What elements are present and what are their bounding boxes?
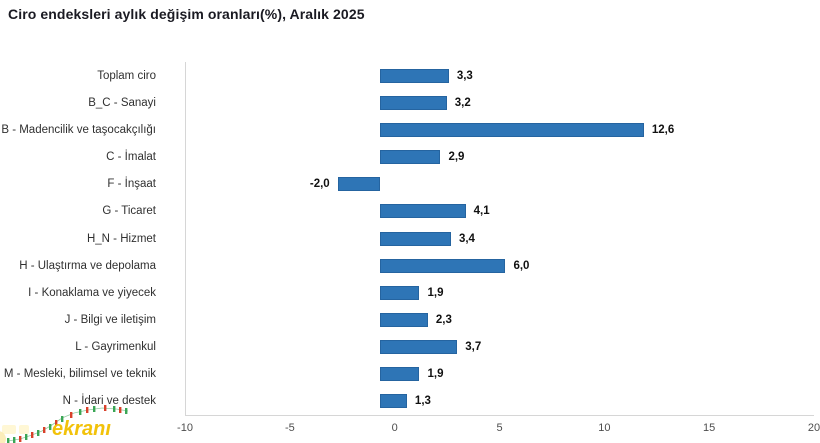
value-label: 1,3 <box>414 395 431 408</box>
chart-row: G - Ticaret 4,1 <box>0 198 814 225</box>
category-label: L - Gayrimenkul <box>75 341 156 354</box>
category-label: N - İdari ve destek <box>62 395 156 408</box>
value-label: 3,4 <box>458 232 475 245</box>
value-label: 1,9 <box>427 368 444 381</box>
bar-track: 6,0 <box>170 252 814 279</box>
plot-area: Toplam ciro 3,3 B_C - Sanayi 3,2 B - Madenci… <box>0 62 814 415</box>
logo-text: ekranı <box>52 418 111 440</box>
bar <box>379 68 449 83</box>
category-label: M - Mesleki, bilimsel ve teknik <box>3 368 156 381</box>
chart-row: I - Konaklama ve yiyecek 1,9 <box>0 279 814 306</box>
candles-up-icon <box>7 406 128 443</box>
bar-track: 3,3 <box>170 62 814 89</box>
value-label: 12,6 <box>651 123 675 136</box>
category-label: B_C - Sanayi <box>88 96 156 109</box>
value-label: 2,9 <box>448 151 465 164</box>
x-axis-tick-label: 0 <box>391 422 398 434</box>
value-label: 4,1 <box>473 205 490 218</box>
value-label: 3,3 <box>456 69 473 82</box>
site-logo: ekranı <box>0 403 152 443</box>
bar-track: 1,9 <box>170 361 814 388</box>
category-label: J - Bilgi ve iletişim <box>64 313 156 326</box>
value-label: 2,3 <box>435 313 452 326</box>
category-label: C - İmalat <box>106 151 156 164</box>
bar <box>379 285 420 300</box>
chart-row: L - Gayrimenkul 3,7 <box>0 334 814 361</box>
value-label: 1,9 <box>427 286 444 299</box>
category-label: Toplam ciro <box>97 69 156 82</box>
value-label: 3,2 <box>454 96 471 109</box>
x-axis-tick-label: -5 <box>284 422 295 434</box>
value-label: 3,7 <box>465 341 482 354</box>
chart-row: M - Mesleki, bilimsel ve teknik 1,9 <box>0 361 814 388</box>
chart-row: H - Ulaştırma ve depolama 6,0 <box>0 252 814 279</box>
bar-track: 2,3 <box>170 306 814 333</box>
bar-track: 2,9 <box>170 143 814 170</box>
bar <box>337 177 380 192</box>
bar-track: -2,0 <box>170 171 814 198</box>
value-label: 6,0 <box>513 259 530 272</box>
x-axis-tick-label: 20 <box>807 422 820 434</box>
bar-track: 3,2 <box>170 89 814 116</box>
bar-track: 4,1 <box>170 198 814 225</box>
x-axis-line <box>185 415 814 416</box>
x-axis-tick-label: 5 <box>496 422 503 434</box>
category-label: H_N - Hizmet <box>86 232 156 245</box>
bar <box>379 231 451 246</box>
chart-row: Toplam ciro 3,3 <box>0 62 814 89</box>
bar <box>379 150 441 165</box>
candlestick-logo-icon: ekranı <box>0 405 129 443</box>
category-label: H - Ulaştırma ve depolama <box>19 259 156 272</box>
chart-row: B_C - Sanayi 3,2 <box>0 89 814 116</box>
bar <box>379 394 407 409</box>
bar <box>379 258 506 273</box>
chart-row: B - Madencilik ve taşocakçılığı 12,6 <box>0 116 814 143</box>
category-label: F - İnşaat <box>107 178 156 191</box>
bar <box>379 312 428 327</box>
bar-track: 12,6 <box>170 116 814 143</box>
bar <box>379 95 447 110</box>
x-axis-tick-label: 15 <box>703 422 716 434</box>
bar <box>379 122 644 137</box>
x-axis-tick-label: 10 <box>598 422 611 434</box>
chart-title: Ciro endeksleri aylık değişim oranları(%… <box>8 6 365 22</box>
category-label: B - Madencilik ve taşocakçılığı <box>1 123 156 136</box>
bar-track: 3,7 <box>170 334 814 361</box>
category-label: G - Ticaret <box>102 205 156 218</box>
bar-track: 3,4 <box>170 225 814 252</box>
bar <box>379 367 420 382</box>
bar <box>379 204 466 219</box>
plot-left-border <box>185 62 186 415</box>
category-label: I - Konaklama ve yiyecek <box>28 286 156 299</box>
x-axis: -10 -5 0 5 10 15 20 <box>177 422 820 440</box>
chart-row: F - İnşaat -2,0 <box>0 171 814 198</box>
x-axis-tick-label: -10 <box>177 422 193 434</box>
chart-row: H_N - Hizmet 3,4 <box>0 225 814 252</box>
candles-down-icon <box>19 405 122 442</box>
bar <box>379 340 458 355</box>
bar-track: 1,3 <box>170 388 814 415</box>
bar-track: 1,9 <box>170 279 814 306</box>
chart-row: J - Bilgi ve iletişim 2,3 <box>0 306 814 333</box>
value-label: -2,0 <box>309 178 330 191</box>
chart-row: N - İdari ve destek 1,3 <box>0 388 814 415</box>
chart-row: C - İmalat 2,9 <box>0 143 814 170</box>
